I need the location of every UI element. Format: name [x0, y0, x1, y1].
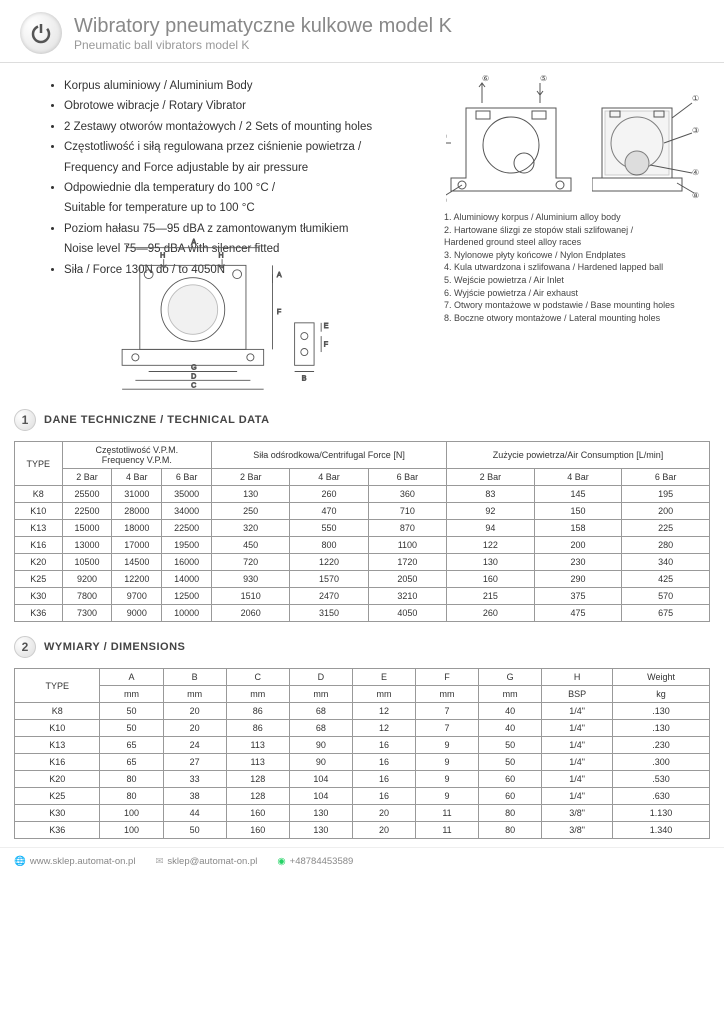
title-block: Wibratory pneumatyczne kulkowe model K P… — [74, 15, 452, 52]
table-row: K30100441601302011803/8"1.130 — [15, 805, 710, 822]
svg-text:E: E — [324, 323, 329, 330]
table-row: K1022500280003400025047071092150200 — [15, 503, 710, 520]
svg-text:F: F — [324, 342, 329, 349]
table-row: K13652411390169501/4".230 — [15, 737, 710, 754]
svg-text:A: A — [191, 238, 197, 247]
section-number: 1 — [14, 409, 36, 431]
legend-line: Hardened ground steel alloy races — [444, 236, 704, 249]
legend-line: 5. Wejście powietrza / Air Inlet — [444, 274, 704, 287]
svg-text:⑧: ⑧ — [692, 191, 699, 200]
technical-data-table: TYPECzęstotliwość V.P.M. Frequency V.P.M… — [14, 441, 710, 622]
svg-text:H: H — [219, 253, 224, 260]
svg-text:⑥: ⑥ — [482, 74, 489, 83]
diagram-legend: 1. Aluminiowy korpus / Aluminium alloy b… — [444, 211, 704, 324]
footer-phone: ◉+48784453589 — [277, 856, 353, 867]
footer-web: 🌐www.sklep.automat-on.pl — [14, 856, 135, 867]
legend-line: 2. Hartowane ślizgi ze stopów stali szli… — [444, 224, 704, 237]
mail-icon: ✉ — [155, 856, 163, 867]
table-row: K307800970012500151024703210215375570 — [15, 588, 710, 605]
feature-item: Korpus aluminiowy / Aluminium Body — [64, 77, 394, 95]
page-header: Wibratory pneumatyczne kulkowe model K P… — [0, 0, 724, 63]
page-title: Wibratory pneumatyczne kulkowe model K — [74, 15, 452, 38]
table-row: K36100501601302011803/8"1.340 — [15, 822, 710, 839]
svg-text:B: B — [302, 376, 307, 383]
table-row: K1315000180002250032055087094158225 — [15, 520, 710, 537]
table-row: K258038128104169601/4".630 — [15, 788, 710, 805]
feature-item: Odpowiednie dla temperatury do 100 °C / — [64, 179, 394, 197]
legend-line: 7. Otwory montażowe w podstawie / Base m… — [444, 299, 704, 312]
legend-line: 6. Wyjście powietrza / Air exhaust — [444, 287, 704, 300]
svg-text:③: ③ — [692, 126, 699, 135]
svg-text:⑦: ⑦ — [446, 196, 447, 203]
feature-item: Obrotowe wibracje / Rotary Vibrator — [64, 97, 394, 115]
table-row: K2010500145001600072012201720130230340 — [15, 554, 710, 571]
svg-text:F: F — [277, 309, 282, 316]
svg-text:H: H — [160, 253, 165, 260]
svg-text:D: D — [191, 374, 196, 381]
section-header-2: 2 WYMIARY / DIMENSIONS — [0, 630, 724, 664]
dimensions-table: TYPEABCDEFGHWeightmmmmmmmmmmmmmmBSPkg K8… — [14, 668, 710, 839]
feature-item: 2 Zestawy otworów montażowych / 2 Sets o… — [64, 118, 394, 136]
legend-line: 3. Nylonowe płyty końcowe / Nylon Endpla… — [444, 249, 704, 262]
svg-text:①: ① — [692, 94, 699, 103]
svg-text:⑤: ⑤ — [540, 74, 547, 83]
table-row: K850208668127401/4".130 — [15, 703, 710, 720]
exploded-diagram: ⑥ ⑤ ② ⑦ ① — [444, 63, 724, 324]
table-row: K1050208668127401/4".130 — [15, 720, 710, 737]
legend-line: 4. Kula utwardzona i szlifowana / Harden… — [444, 261, 704, 274]
legend-line: 1. Aluminiowy korpus / Aluminium alloy b… — [444, 211, 704, 224]
section-title: DANE TECHNICZNE / TECHNICAL DATA — [44, 414, 270, 426]
table-row: K825500310003500013026036083145195 — [15, 486, 710, 503]
feature-item: Suitable for temperature up to 100 °C — [64, 199, 394, 217]
feature-item: Częstotliwość i siłą regulowana przez ci… — [64, 138, 394, 156]
table-row: K208033128104169601/4".530 — [15, 771, 710, 788]
page-footer: 🌐www.sklep.automat-on.pl ✉sklep@automat-… — [0, 847, 724, 875]
footer-email: ✉sklep@automat-on.pl — [155, 856, 257, 867]
svg-text:④: ④ — [692, 168, 699, 177]
section-header-1: 1 DANE TECHNICZNE / TECHNICAL DATA — [0, 403, 724, 437]
dimension-diagram: A H H G D C F A F B E — [100, 224, 330, 397]
table-row: K161300017000195004508001100122200280 — [15, 537, 710, 554]
section-title: WYMIARY / DIMENSIONS — [44, 641, 185, 653]
page-subtitle: Pneumatic ball vibrators model K — [74, 38, 452, 52]
table-row: K367300900010000206031504050260475675 — [15, 605, 710, 622]
power-icon — [20, 12, 62, 54]
svg-text:C: C — [191, 383, 196, 390]
svg-text:A: A — [277, 272, 282, 279]
table-row: K259200122001400093015702050160290425 — [15, 571, 710, 588]
table-row: K16652711390169501/4".300 — [15, 754, 710, 771]
feature-item: Frequency and Force adjustable by air pr… — [64, 159, 394, 177]
svg-text:G: G — [191, 365, 197, 372]
svg-text:②: ② — [446, 132, 447, 141]
whatsapp-icon: ◉ — [277, 856, 285, 867]
legend-line: 8. Boczne otwory montażowe / Lateral mou… — [444, 312, 704, 325]
globe-icon: 🌐 — [14, 856, 26, 867]
section-number: 2 — [14, 636, 36, 658]
